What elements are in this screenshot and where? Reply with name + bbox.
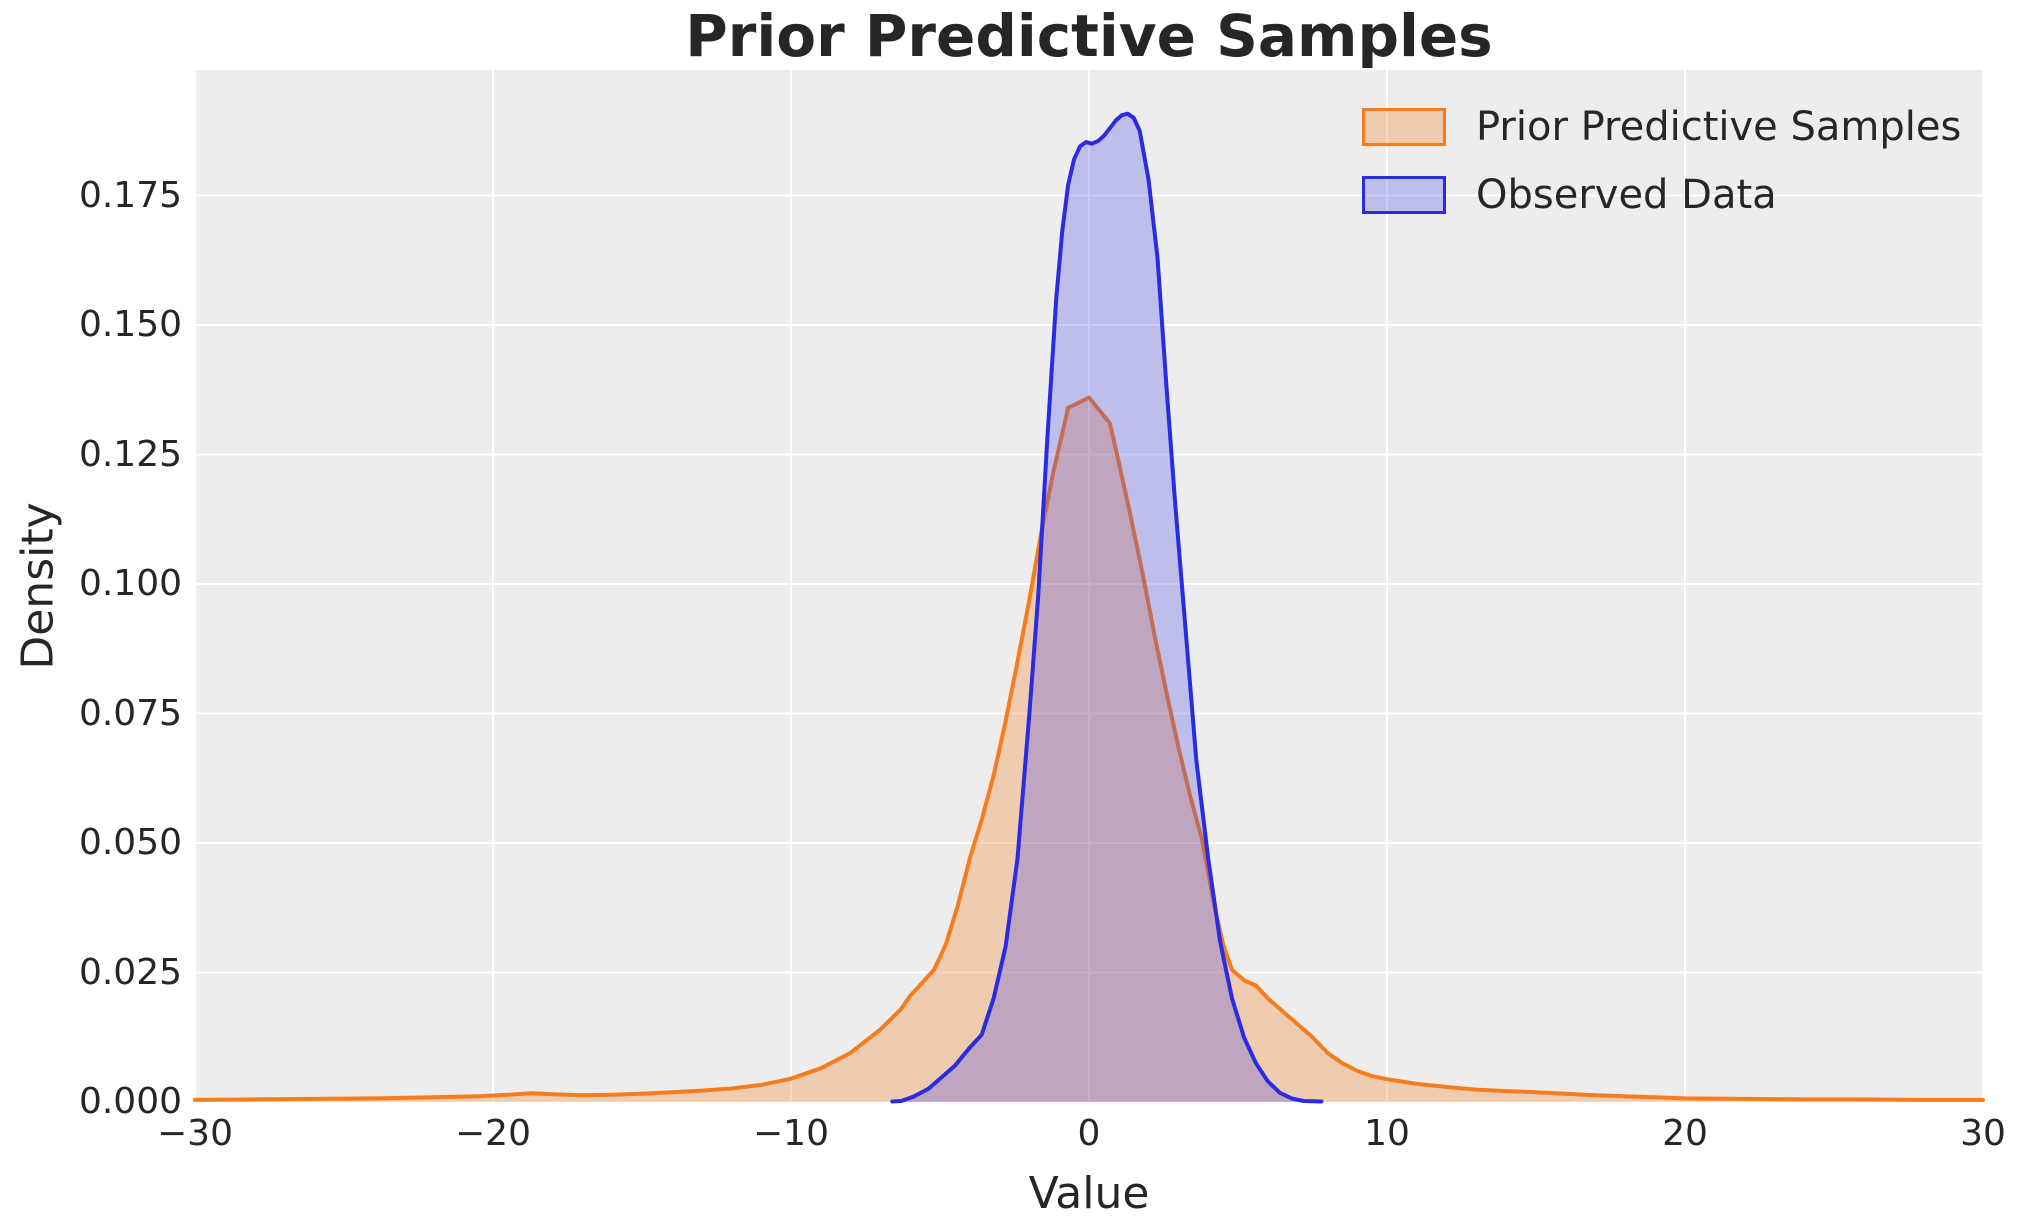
density-line-prior xyxy=(193,395,1985,1102)
legend-label: Observed Data xyxy=(1476,172,1777,218)
x-tick-label: 0 xyxy=(1077,1113,1101,1154)
density-line-observed xyxy=(890,111,1324,1104)
y-tick-label: 0.125 xyxy=(78,433,182,475)
legend-entry-prior-predictive-samples: Prior Predictive Samples xyxy=(1362,104,1961,150)
x-tick-label: 10 xyxy=(1364,1113,1410,1154)
x-tick-label: 20 xyxy=(1662,1113,1708,1154)
x-tick-label: −30 xyxy=(157,1113,233,1154)
y-tick-label: 0.075 xyxy=(78,692,182,734)
legend-swatch-orange xyxy=(1362,108,1446,146)
legend-entry-observed-data: Observed Data xyxy=(1362,172,1961,218)
x-tick-label: 30 xyxy=(1960,1113,2006,1154)
y-tick-label: 0.025 xyxy=(78,951,182,993)
legend-label: Prior Predictive Samples xyxy=(1476,104,1962,150)
x-tick-label: −20 xyxy=(455,1113,531,1154)
legend-swatch-blue xyxy=(1362,176,1446,214)
y-tick-label: 0.175 xyxy=(78,174,182,216)
y-tick-label: 0.150 xyxy=(78,304,182,345)
y-tick-label: 0.000 xyxy=(78,1081,182,1122)
y-tick-label: 0.100 xyxy=(78,563,182,604)
y-tick-label: 0.050 xyxy=(78,822,182,863)
legend: Prior Predictive Samples Observed Data xyxy=(1362,104,1961,218)
chart-title: Prior Predictive Samples xyxy=(685,2,1493,70)
x-tick-label: −10 xyxy=(753,1113,829,1154)
x-axis-label: Value xyxy=(1028,1168,1150,1219)
density-fill-prior xyxy=(195,397,1983,1102)
density-fill-observed xyxy=(892,113,1322,1102)
